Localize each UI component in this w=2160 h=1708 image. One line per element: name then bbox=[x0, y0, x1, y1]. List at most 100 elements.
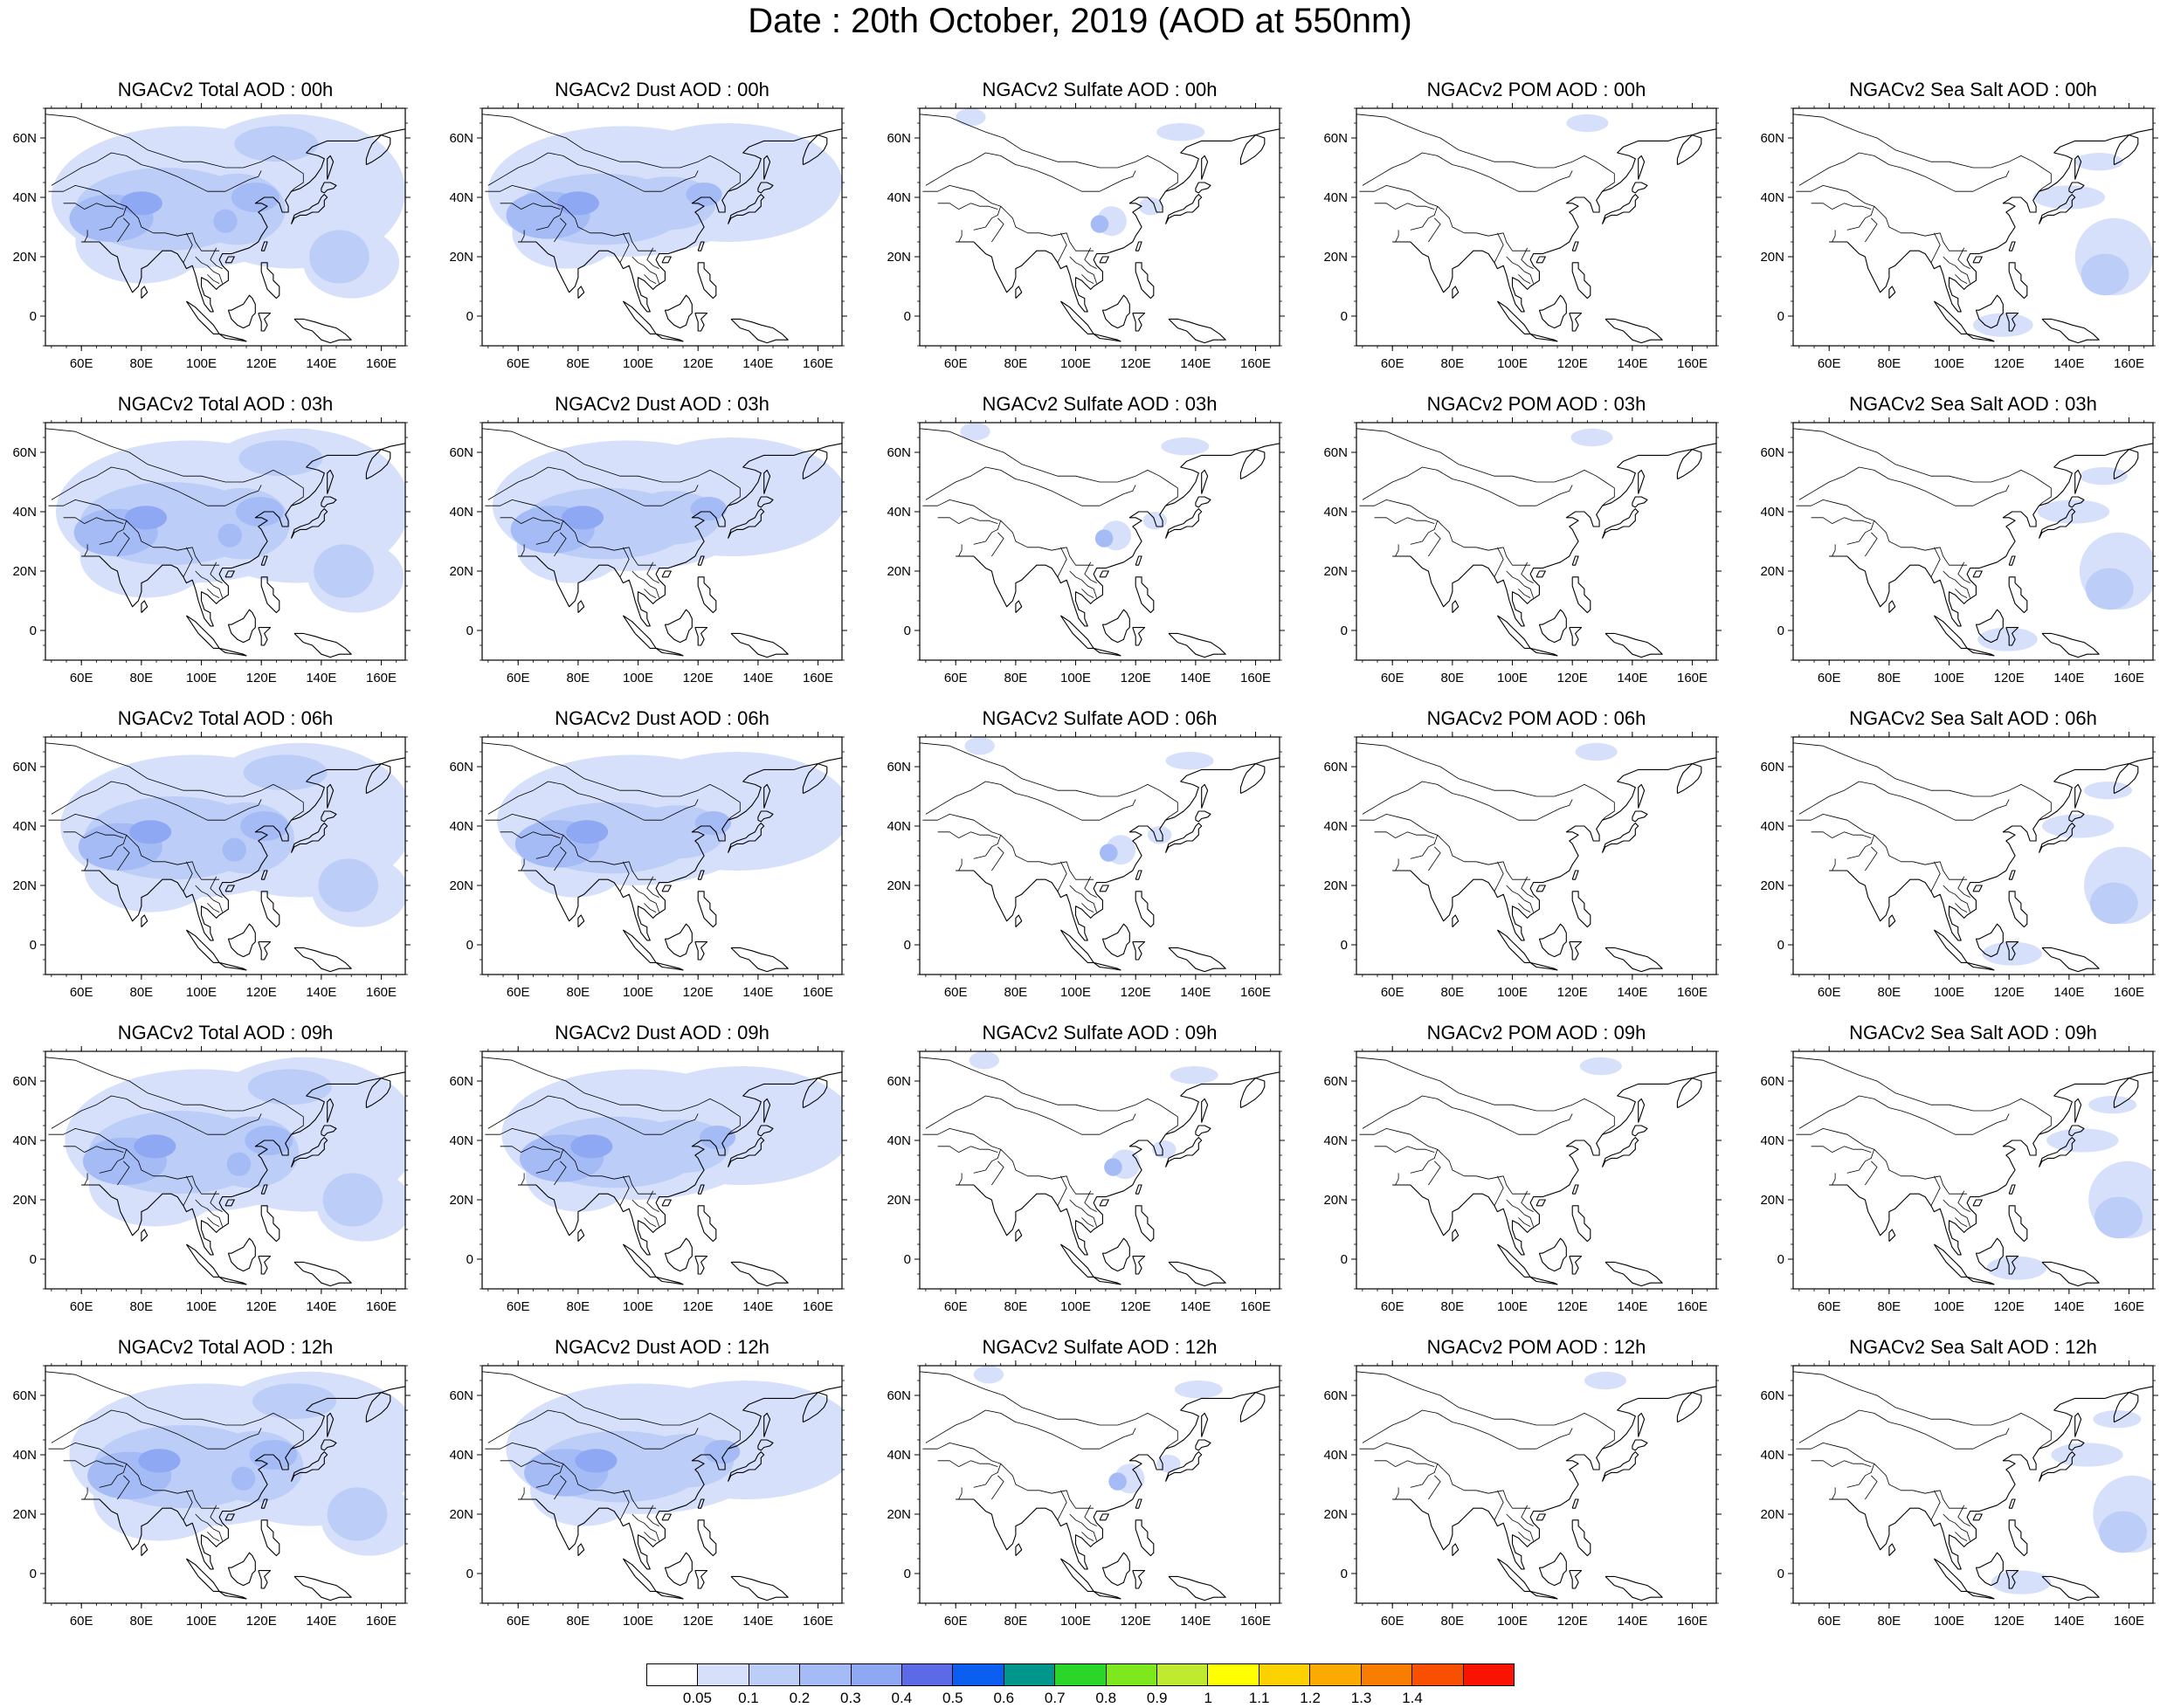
aod-region bbox=[231, 183, 279, 212]
colorbar-label: 0.1 bbox=[738, 1690, 759, 1706]
lon-tick-label: 160E bbox=[803, 671, 833, 685]
colorbar-swatch bbox=[1106, 1664, 1158, 1685]
colorbar-swatch bbox=[1208, 1664, 1259, 1685]
coastline bbox=[2005, 313, 2019, 332]
coastline bbox=[1135, 1519, 1155, 1557]
country-border bbox=[1846, 520, 1875, 545]
lat-tick-label: 0 bbox=[904, 1567, 911, 1581]
coastline bbox=[258, 1256, 272, 1275]
coastline bbox=[1529, 333, 1558, 342]
country-border bbox=[84, 517, 124, 524]
coastline bbox=[1135, 870, 1142, 880]
coastline bbox=[260, 241, 268, 251]
coastline bbox=[2008, 1205, 2028, 1243]
coastline bbox=[141, 1543, 148, 1556]
lon-tick-label: 160E bbox=[366, 985, 397, 1000]
country-border bbox=[920, 1371, 1178, 1450]
colorbar-swatches bbox=[646, 1663, 1515, 1686]
lat-tick-label: 0 bbox=[1341, 309, 1348, 324]
map-panel: NGACv2 Sea Salt AOD : 00h 60E 80E 100E 120E 1… bbox=[1760, 79, 2160, 395]
country-border bbox=[1000, 1148, 1067, 1180]
coastline bbox=[1195, 1439, 1211, 1451]
coastline bbox=[258, 941, 272, 961]
panel-title: NGACv2 POM AOD : 06h bbox=[1426, 707, 1646, 729]
lat-tick-label: 40N bbox=[449, 1133, 473, 1148]
coastline bbox=[1571, 576, 1591, 614]
panel-title: NGACv2 Sulfate AOD : 06h bbox=[982, 707, 1218, 729]
country-border bbox=[1930, 861, 1941, 892]
coastline bbox=[1135, 241, 1142, 251]
country-border bbox=[1410, 1149, 1439, 1174]
aod-region bbox=[318, 858, 379, 913]
lon-tick-label: 140E bbox=[1617, 1299, 1647, 1314]
aod-region bbox=[1100, 844, 1118, 862]
aod-region bbox=[575, 1449, 618, 1473]
aod-region bbox=[561, 506, 604, 530]
lat-tick-label: 40N bbox=[887, 1133, 911, 1148]
coastline bbox=[577, 286, 585, 299]
lon-tick-label: 120E bbox=[1994, 1299, 2025, 1314]
lon-tick-label: 100E bbox=[1934, 985, 1964, 1000]
country-border bbox=[1874, 1463, 1941, 1494]
lat-tick-label: 20N bbox=[1760, 1193, 1784, 1208]
lon-tick-label: 60E bbox=[507, 671, 530, 685]
country-border bbox=[1832, 517, 1872, 524]
coastline bbox=[141, 914, 148, 927]
aod-region bbox=[1094, 529, 1114, 548]
lon-tick-label: 120E bbox=[1557, 1614, 1588, 1629]
country-border bbox=[1392, 230, 1399, 243]
lat-tick-label: 40N bbox=[449, 505, 473, 520]
aod-region bbox=[231, 1466, 256, 1491]
lat-tick-label: 60N bbox=[449, 1074, 473, 1089]
country-border bbox=[45, 428, 304, 506]
panel-title: NGACv2 Dust AOD : 12h bbox=[555, 1336, 769, 1358]
country-border bbox=[1066, 547, 1094, 566]
lon-tick-label: 140E bbox=[2053, 356, 2084, 371]
lon-tick-label: 80E bbox=[1878, 1299, 1901, 1314]
lon-tick-label: 100E bbox=[1934, 671, 1964, 685]
coastline bbox=[518, 128, 842, 313]
country-border bbox=[1955, 903, 1968, 913]
country-border bbox=[1000, 520, 1067, 551]
country-border bbox=[535, 835, 564, 859]
map-panel: NGACv2 POM AOD : 03h 60E 80E 100E 120E 140E 16… bbox=[1323, 393, 1790, 709]
lon-tick-label: 80E bbox=[1004, 356, 1028, 371]
country-border bbox=[48, 1443, 127, 1464]
aod-region bbox=[1142, 512, 1168, 530]
country-border bbox=[84, 1146, 124, 1153]
country-border bbox=[183, 232, 193, 263]
country-border bbox=[1502, 1175, 1531, 1195]
coastline bbox=[1538, 294, 1567, 329]
aod-region bbox=[1170, 1066, 1218, 1085]
coastline bbox=[577, 600, 585, 613]
coastline bbox=[81, 1386, 405, 1570]
coastline bbox=[697, 555, 705, 566]
lon-tick-label: 100E bbox=[1497, 671, 1528, 685]
country-border bbox=[45, 1057, 304, 1135]
country-border bbox=[482, 428, 741, 506]
country-border bbox=[1084, 561, 1097, 583]
coastline bbox=[293, 947, 352, 973]
country-border bbox=[1359, 499, 1438, 521]
country-border bbox=[51, 781, 163, 815]
coastline bbox=[1638, 155, 1646, 180]
lat-tick-label: 0 bbox=[1777, 623, 1784, 638]
coastline bbox=[655, 1590, 684, 1600]
country-border bbox=[1955, 1217, 1968, 1227]
lon-tick-label: 100E bbox=[186, 985, 217, 1000]
country-border bbox=[991, 1160, 1004, 1186]
lon-tick-label: 140E bbox=[2053, 671, 2084, 685]
coastline bbox=[661, 570, 672, 578]
aod-region bbox=[969, 1051, 999, 1070]
country-border bbox=[48, 499, 127, 521]
coastline bbox=[2008, 1498, 2016, 1509]
panel-title: NGACv2 Dust AOD : 00h bbox=[555, 79, 769, 100]
coastline bbox=[1538, 1237, 1567, 1272]
coastline bbox=[258, 1570, 272, 1589]
lon-tick-label: 120E bbox=[683, 985, 714, 1000]
country-border bbox=[45, 742, 304, 821]
map-background bbox=[1793, 423, 2153, 660]
country-border bbox=[1000, 205, 1067, 237]
coastline bbox=[1099, 885, 1109, 892]
country-border bbox=[1081, 1532, 1094, 1541]
